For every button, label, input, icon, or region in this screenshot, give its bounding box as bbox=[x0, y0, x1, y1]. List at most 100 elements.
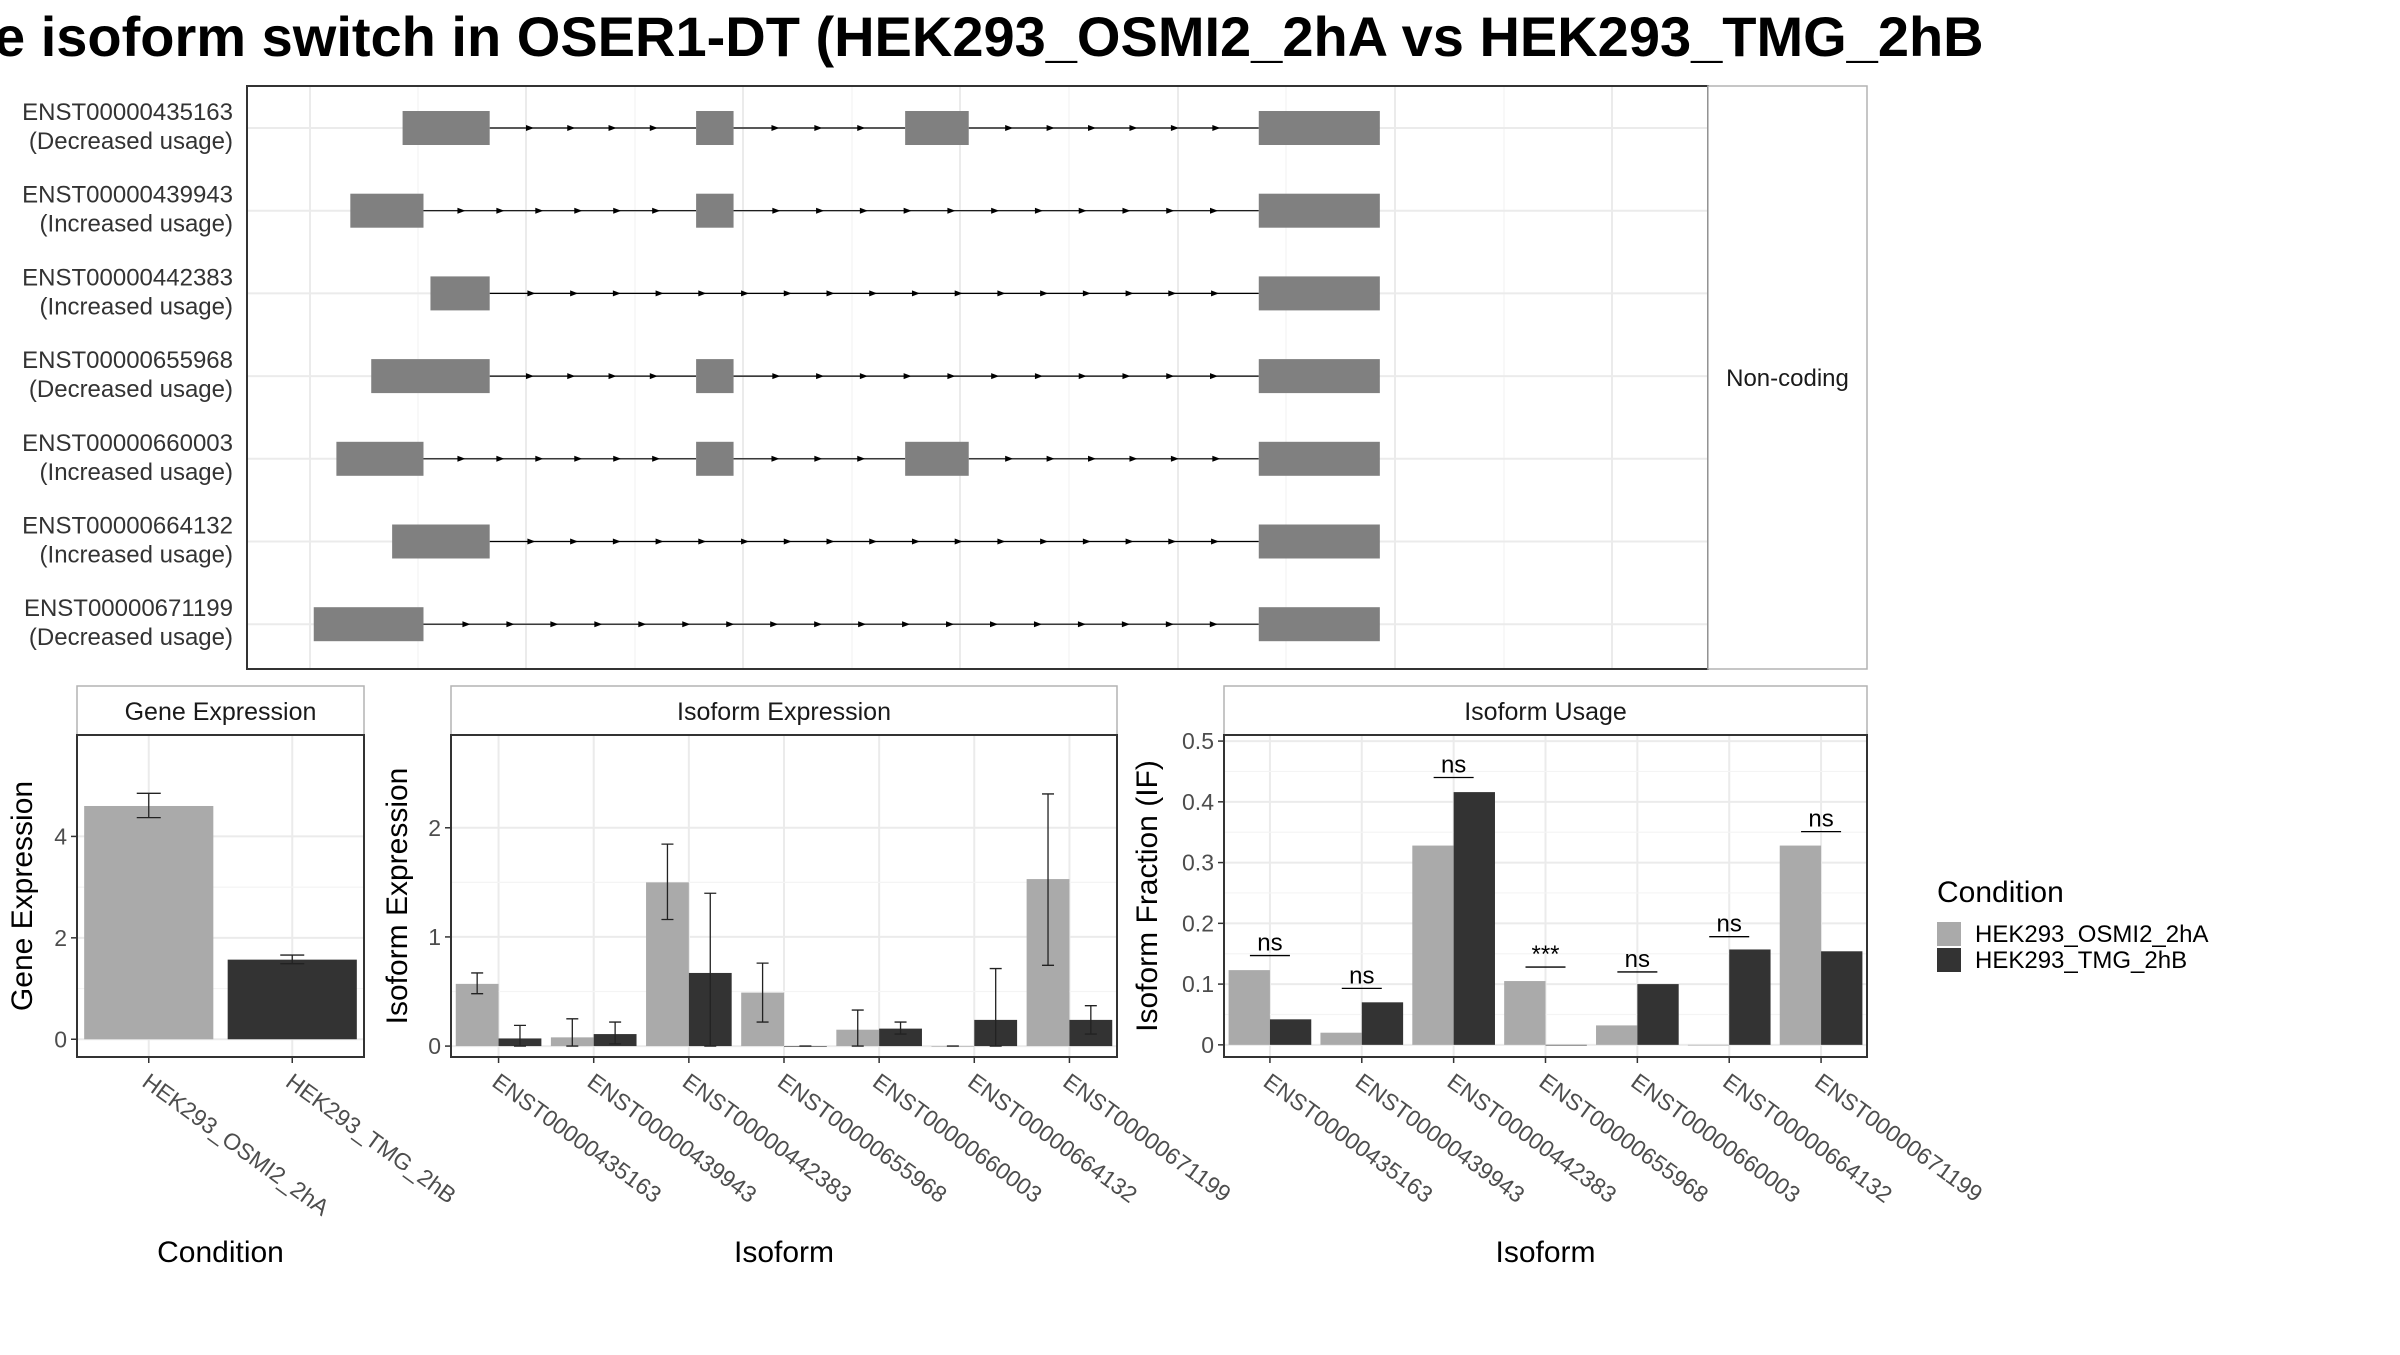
panel-title: Isoform Usage bbox=[1464, 698, 1627, 726]
intron-arrow bbox=[612, 290, 621, 297]
significance-label: ns bbox=[1257, 930, 1282, 957]
legend-swatch bbox=[1937, 922, 1961, 946]
intron-arrow bbox=[1082, 538, 1091, 545]
intron-arrow bbox=[612, 538, 621, 545]
y-axis-title: Isoform Fraction (IF) bbox=[1131, 760, 1164, 1032]
y-tick-label: 0 bbox=[428, 1033, 441, 1059]
error-bar bbox=[1084, 1005, 1097, 1035]
intron-arrow bbox=[1170, 125, 1179, 131]
legend-title: Condition bbox=[1937, 876, 2064, 909]
intron-arrow bbox=[826, 290, 835, 297]
error-bar bbox=[704, 892, 717, 1047]
y-tick-label: 0 bbox=[54, 1026, 67, 1052]
intron-arrow bbox=[997, 538, 1006, 545]
intron-arrow bbox=[1122, 207, 1131, 214]
significance-label: ns bbox=[1625, 946, 1650, 973]
intron-arrow bbox=[1129, 455, 1138, 462]
figure-title: e isoform switch in OSER1-DT (HEK293_OSM… bbox=[0, 5, 1984, 68]
intron-arrow bbox=[535, 207, 544, 214]
intron-arrow bbox=[652, 207, 661, 214]
bar-HEK293_TMG_2hB bbox=[1637, 984, 1679, 1045]
intron-arrow bbox=[783, 290, 792, 297]
intron-arrow bbox=[859, 207, 868, 214]
intron-arrow bbox=[947, 373, 956, 380]
intron-arrow bbox=[613, 455, 622, 462]
intron-arrow bbox=[567, 125, 576, 131]
intron-arrow bbox=[638, 621, 647, 628]
bar-HEK293_TMG_2hB bbox=[1545, 1044, 1587, 1046]
intron-arrow bbox=[496, 207, 505, 214]
legend-item-label: HEK293_TMG_2hB bbox=[1975, 947, 2187, 974]
legend-swatch bbox=[1937, 948, 1961, 972]
intron-arrow bbox=[772, 207, 781, 214]
legend-item-label: HEK293_OSMI2_2hA bbox=[1975, 921, 2208, 948]
intron-arrow bbox=[567, 373, 576, 380]
exon-block bbox=[1258, 193, 1380, 228]
transcript-usage-label: (Increased usage) bbox=[40, 459, 233, 486]
intron-arrow bbox=[991, 373, 1000, 380]
intron-arrow bbox=[858, 621, 867, 628]
significance-label: ns bbox=[1808, 806, 1833, 833]
intron-arrow bbox=[1082, 290, 1091, 297]
intron-arrow bbox=[649, 373, 658, 380]
x-tick-label: ENST00000671199 bbox=[1810, 1068, 1987, 1207]
category-strip-label: Non-coding bbox=[1726, 365, 1849, 392]
intron-arrow bbox=[1034, 207, 1043, 214]
intron-arrow bbox=[947, 207, 956, 214]
exon-block bbox=[402, 111, 490, 145]
x-tick-label: ENST00000660003 bbox=[1626, 1068, 1805, 1208]
intron-arrow bbox=[814, 455, 823, 462]
x-tick-label: ENST00000655968 bbox=[1535, 1068, 1714, 1208]
exon-block bbox=[696, 193, 734, 228]
intron-arrow bbox=[652, 455, 661, 462]
intron-arrow bbox=[1088, 455, 1097, 462]
intron-arrow bbox=[698, 538, 707, 545]
bar-HEK293_OSMI2_2hA bbox=[1779, 845, 1822, 1045]
intron-arrow bbox=[1088, 125, 1097, 131]
transcript-usage-label: (Decreased usage) bbox=[29, 128, 233, 155]
intron-arrow bbox=[771, 455, 780, 462]
intron-arrow bbox=[741, 290, 750, 297]
transcript-id-label: ENST00000435163 bbox=[22, 99, 233, 126]
intron-arrow bbox=[655, 538, 664, 545]
error-bar bbox=[851, 1009, 864, 1047]
panel-strip bbox=[1223, 685, 1868, 736]
exon-block bbox=[1258, 524, 1380, 559]
intron-arrow bbox=[772, 373, 781, 380]
y-tick-label: 4 bbox=[54, 823, 67, 849]
transcript-id-label: ENST00000442383 bbox=[22, 264, 233, 291]
bar-HEK293_OSMI2_2hA bbox=[1596, 1025, 1638, 1045]
x-axis-title: Isoform bbox=[734, 1236, 834, 1269]
intron-arrow bbox=[570, 290, 579, 297]
y-tick-label: 0.3 bbox=[1182, 850, 1214, 876]
transcript-usage-label: (Increased usage) bbox=[40, 211, 233, 238]
intron-arrow bbox=[816, 373, 825, 380]
x-axis-title: Isoform bbox=[1495, 1236, 1595, 1269]
intron-arrow bbox=[1168, 538, 1177, 545]
intron-arrow bbox=[1034, 373, 1043, 380]
exon-block bbox=[1258, 359, 1380, 394]
intron-arrow bbox=[954, 538, 963, 545]
exon-block bbox=[1258, 111, 1380, 145]
intron-arrow bbox=[457, 455, 466, 462]
intron-arrow bbox=[946, 621, 955, 628]
intron-arrow bbox=[770, 621, 779, 628]
intron-arrow bbox=[594, 621, 603, 628]
error-bar bbox=[280, 954, 305, 965]
intron-arrow bbox=[1005, 455, 1014, 462]
intron-arrow bbox=[903, 373, 912, 380]
structure-plot-area bbox=[247, 86, 1708, 669]
x-tick-label: ENST00000671199 bbox=[1058, 1068, 1235, 1207]
exon-block bbox=[350, 193, 424, 228]
exon-block bbox=[1258, 607, 1380, 642]
x-tick-label: ENST00000655968 bbox=[773, 1068, 952, 1208]
x-axis-title: Condition bbox=[157, 1236, 284, 1269]
transcript-usage-label: (Increased usage) bbox=[40, 542, 233, 569]
intron-arrow bbox=[1005, 125, 1014, 131]
intron-arrow bbox=[535, 455, 544, 462]
exon-block bbox=[336, 441, 424, 476]
intron-arrow bbox=[527, 290, 536, 297]
transcript-usage-label: (Increased usage) bbox=[40, 293, 233, 320]
intron-arrow bbox=[1129, 125, 1138, 131]
